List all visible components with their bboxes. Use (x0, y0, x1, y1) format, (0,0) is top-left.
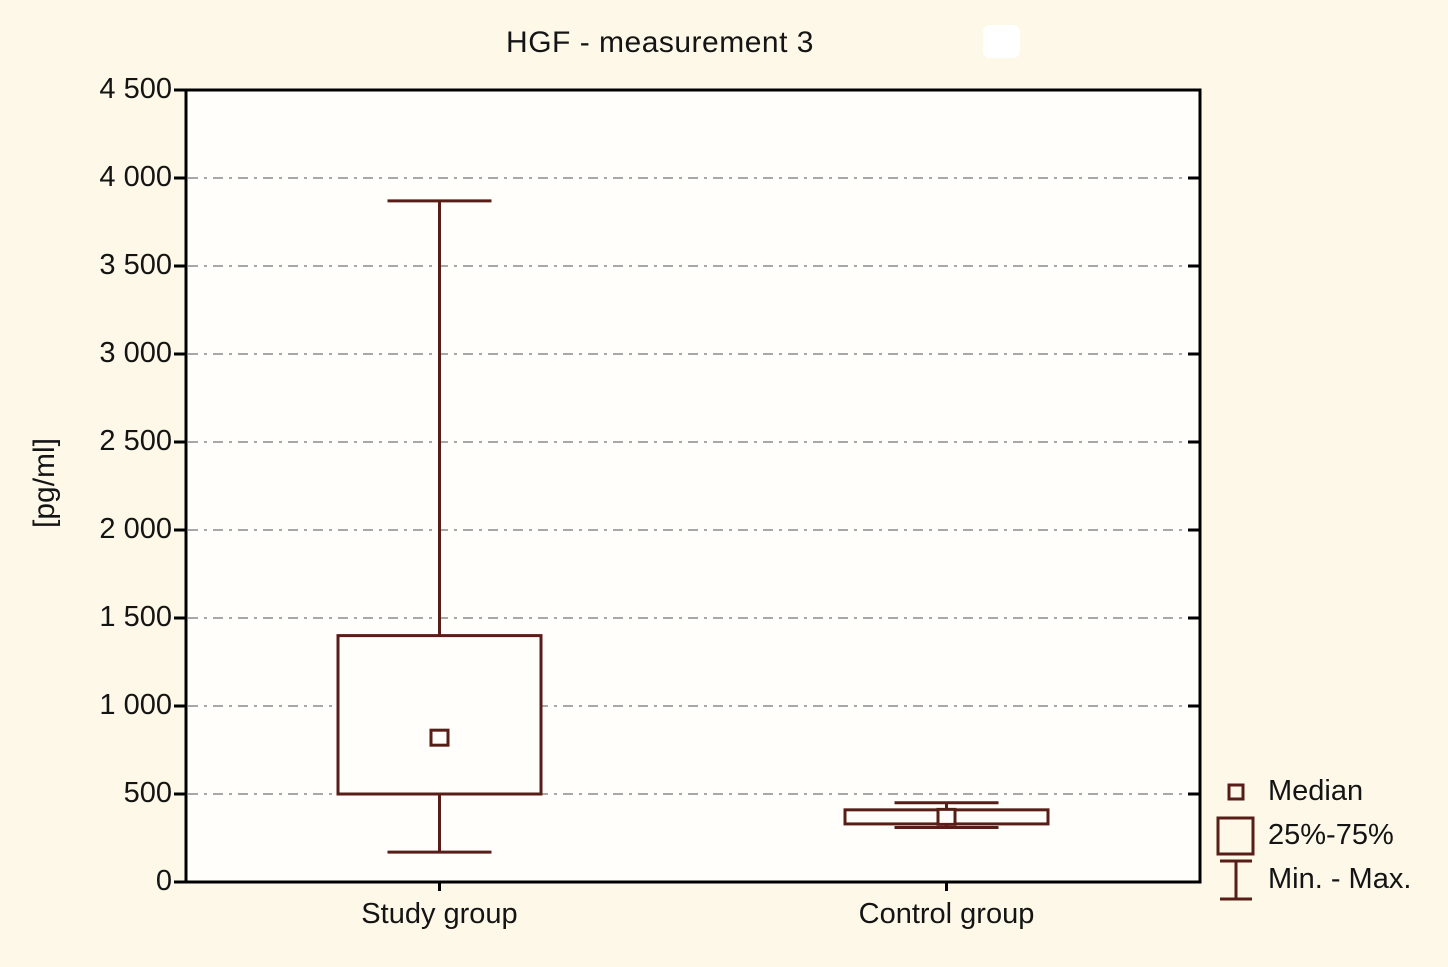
legend-item-median: Median (1214, 770, 1411, 813)
legend-label: Min. - Max. (1268, 863, 1412, 895)
legend-item-min-max: Min. - Max. (1214, 858, 1411, 901)
boxplot-control-group (843, 801, 1050, 829)
y-tick-label: 3 500 (99, 249, 172, 281)
y-tick-label: 2 500 (99, 425, 172, 457)
whisker-icon (1214, 857, 1258, 903)
y-tick-label: 0 (155, 865, 172, 897)
box-icon (1214, 815, 1258, 857)
boxplot-study-group (336, 199, 543, 854)
median-square-icon (1214, 772, 1258, 812)
white-highlight-artifact (983, 25, 1020, 58)
median-marker (936, 807, 957, 826)
median-marker (429, 728, 450, 747)
legend-label: 25%-75% (1268, 819, 1394, 851)
legend: Median 25%-75% Min. - Max. (1214, 770, 1411, 901)
y-tick-label: 2 000 (99, 513, 172, 545)
y-tick-label: 1 000 (99, 689, 172, 721)
legend-label: Median (1268, 775, 1364, 807)
y-tick-label: 500 (123, 777, 172, 809)
chart-title: HGF - measurement 3 (506, 26, 814, 59)
y-tick-label: 4 500 (99, 73, 172, 105)
x-category-label-control-group: Control group (858, 898, 1035, 930)
y-tick-label: 4 000 (99, 161, 172, 193)
plot-frame (184, 88, 1202, 884)
y-tick-label: 3 000 (99, 337, 172, 369)
iqr-box (336, 634, 543, 796)
y-tick-label: 1 500 (99, 601, 172, 633)
x-category-label-study-group: Study group (361, 898, 518, 930)
legend-item-iqr-box: 25%-75% (1214, 814, 1411, 857)
